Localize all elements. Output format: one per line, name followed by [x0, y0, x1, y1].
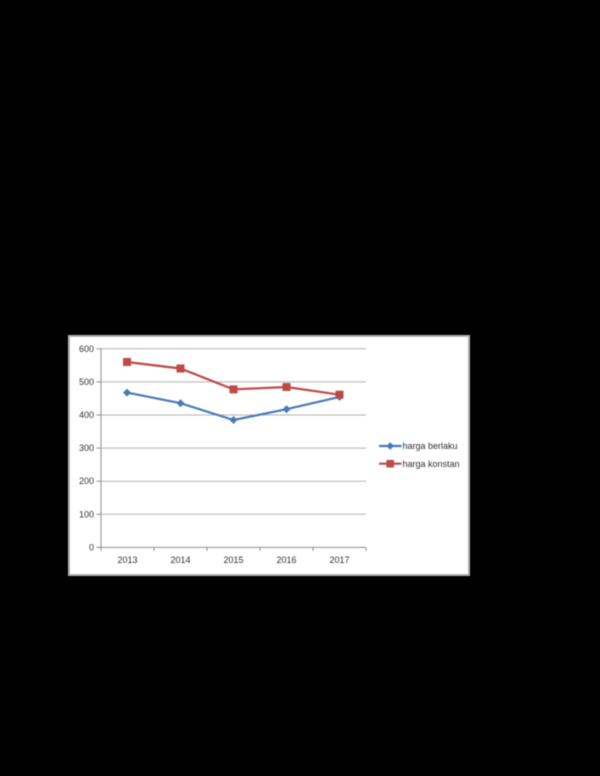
- svg-text:harga berlaku: harga berlaku: [403, 441, 458, 451]
- svg-text:2015: 2015: [223, 555, 243, 565]
- svg-text:2013: 2013: [117, 555, 137, 565]
- svg-text:600: 600: [79, 344, 94, 354]
- svg-text:2017: 2017: [329, 555, 349, 565]
- svg-text:100: 100: [79, 509, 94, 519]
- svg-text:300: 300: [79, 443, 94, 453]
- svg-text:200: 200: [79, 476, 94, 486]
- svg-text:0: 0: [89, 542, 94, 552]
- svg-text:500: 500: [79, 377, 94, 387]
- svg-text:2014: 2014: [170, 555, 190, 565]
- svg-text:400: 400: [79, 410, 94, 420]
- svg-text:2016: 2016: [276, 555, 296, 565]
- svg-text:harga konstan: harga konstan: [403, 459, 460, 469]
